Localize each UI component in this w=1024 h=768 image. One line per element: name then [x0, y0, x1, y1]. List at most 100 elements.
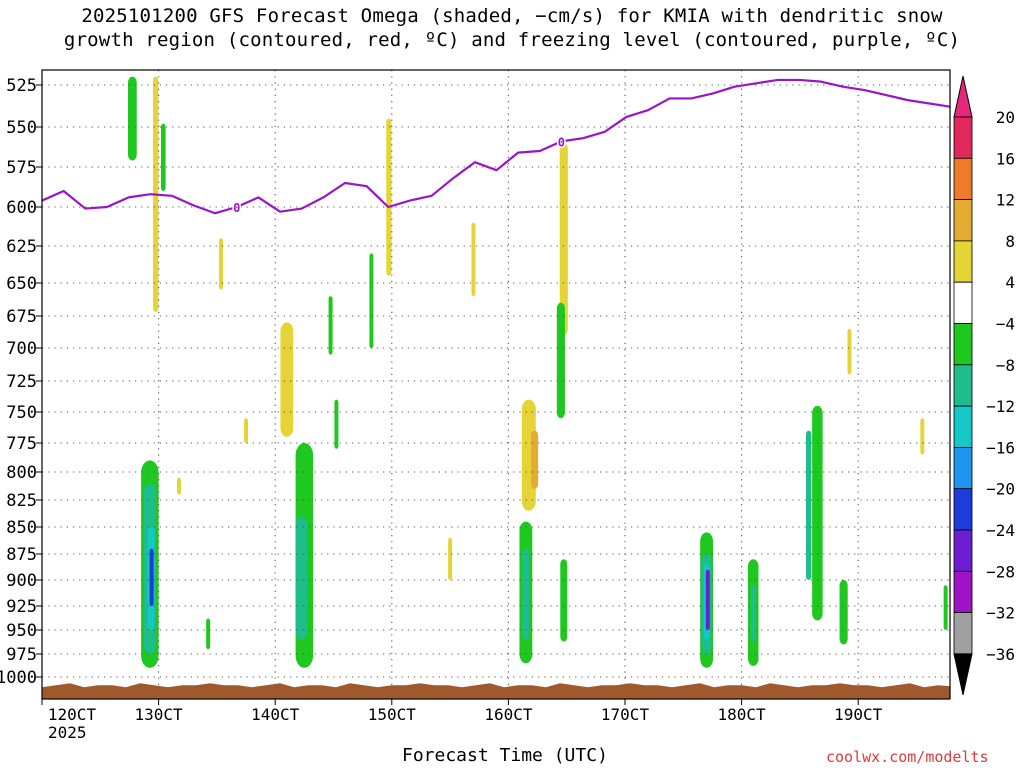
- y-tick-label: 850: [6, 518, 37, 538]
- colorbar-label: −8: [996, 356, 1015, 375]
- chart-title: 2025101200 GFS Forecast Omega (shaded, −…: [0, 4, 1024, 52]
- freezing-level-contour: 00000: [42, 78, 950, 217]
- x-tick-label: 180CT: [718, 705, 767, 724]
- omega-area: [943, 585, 948, 630]
- colorbar-bin: [953, 612, 973, 655]
- freezing-level-label: 0: [233, 201, 240, 215]
- plot-frame: [41, 69, 951, 700]
- colorbar-label: −12: [986, 397, 1015, 416]
- omega-area: [531, 430, 539, 489]
- colorbar: 20 16 12 8 4 −4 −8 −12 −16 −20 −24 −28 −32 −36: [953, 75, 1015, 696]
- y-tick-label: 600: [6, 198, 37, 218]
- y-tick-label: 725: [6, 372, 37, 392]
- x-tick-label: 170CT: [601, 705, 650, 724]
- omega-area: [560, 559, 568, 642]
- colorbar-label: −36: [986, 645, 1015, 664]
- colorbar-bin: [953, 116, 973, 159]
- omega-area: [920, 418, 925, 455]
- colorbar-label: −16: [986, 438, 1015, 457]
- omega-area: [556, 302, 565, 419]
- colorbar-bin: [953, 405, 973, 448]
- colorbar-label: 4: [1005, 273, 1015, 292]
- omega-area: [218, 238, 223, 290]
- colorbar-bottom-arrow: [953, 653, 973, 696]
- y-tick-label: 950: [6, 621, 37, 641]
- y-tick-label: 550: [6, 118, 37, 138]
- omega-area: [386, 118, 392, 276]
- omega-time-height-chart: 00000 5255505756006256506757007257507758…: [0, 69, 1016, 740]
- omega-area: [127, 76, 137, 161]
- colorbar-bin: [953, 281, 973, 324]
- y-tick-label: 925: [6, 597, 37, 617]
- terrain-surface: [42, 683, 950, 699]
- chart-title-line-1: 2025101200 GFS Forecast Omega (shaded, −…: [81, 5, 943, 27]
- y-tick-label: 900: [6, 571, 37, 591]
- x-axis: 120CT 130CT 140CT 150CT 160CT 170CT 180CT 190CT…: [41, 699, 883, 740]
- y-tick-label: 875: [6, 545, 37, 565]
- omega-area: [334, 399, 339, 449]
- colorbar-label: −4: [996, 315, 1015, 334]
- colorbar-label: −28: [986, 562, 1015, 581]
- omega-area: [160, 123, 166, 191]
- colorbar-bin: [953, 199, 973, 242]
- omega-area: [559, 143, 568, 336]
- x-tick-label: 120CT: [48, 705, 97, 724]
- omega-area: [369, 253, 374, 348]
- colorbar-label: −32: [986, 604, 1015, 623]
- omega-area: [295, 516, 308, 640]
- colorbar-label: 12: [996, 191, 1015, 210]
- colorbar-bin: [953, 240, 973, 283]
- chart-title-line-2: growth region (contoured, red, ºC) and f…: [63, 29, 961, 51]
- colorbar-label: −24: [986, 521, 1015, 540]
- omega-area: [806, 430, 812, 580]
- omega-area: [750, 585, 756, 642]
- freezing-level-label: 0: [558, 135, 565, 149]
- colorbar-bin: [953, 323, 973, 366]
- colorbar-bin: [953, 488, 973, 531]
- omega-area: [206, 618, 211, 650]
- y-tick-label: 800: [6, 463, 37, 483]
- colorbar-bin: [953, 446, 973, 490]
- omega-area: [328, 296, 333, 355]
- x-tick-label: 190CT: [834, 705, 883, 724]
- omega-area: [244, 418, 249, 443]
- y-tick-label: 1000: [0, 668, 37, 688]
- colorbar-label: 8: [1005, 232, 1015, 251]
- grid-lines: [42, 70, 950, 699]
- colorbar-bin: [953, 570, 973, 613]
- y-tick-label: 650: [6, 274, 37, 294]
- colorbar-label: −20: [986, 480, 1015, 499]
- omega-area: [1010, 333, 1016, 356]
- y-tick-label: 575: [6, 158, 37, 178]
- colorbar-top-arrow: [953, 75, 973, 118]
- colorbar-label: 20: [996, 108, 1015, 127]
- colorbar-bin: [953, 364, 973, 407]
- x-axis-label: Forecast Time (UTC): [402, 745, 608, 766]
- y-tick-label: 825: [6, 491, 37, 511]
- freezing-level-line: [42, 78, 950, 215]
- y-tick-label: 775: [6, 434, 37, 454]
- omega-area: [177, 477, 182, 495]
- x-tick-label: 160CT: [484, 705, 533, 724]
- x-tick-label: 150CT: [368, 705, 417, 724]
- omega-area: [149, 548, 154, 606]
- omega-area: [471, 222, 476, 297]
- x-tick-label: 130CT: [135, 705, 184, 724]
- colorbar-label: 16: [996, 149, 1015, 168]
- x-sublabel: 2025: [48, 723, 87, 740]
- source-credit: coolwx.com/modelts: [826, 748, 989, 766]
- omega-area: [280, 322, 294, 437]
- colorbar-bin: [953, 157, 973, 201]
- colorbar-bin: [953, 529, 973, 572]
- omega-shading: [127, 76, 1016, 668]
- omega-area: [812, 405, 823, 621]
- terrain-band: [42, 683, 950, 699]
- y-tick-label: 750: [6, 403, 37, 423]
- y-tick-label: 700: [6, 339, 37, 359]
- y-tick-label: 975: [6, 645, 37, 665]
- x-tick-label: 140CT: [251, 705, 300, 724]
- omega-area: [522, 548, 530, 640]
- omega-area: [448, 537, 453, 580]
- omega-area: [847, 328, 852, 375]
- y-tick-label: 525: [6, 76, 37, 96]
